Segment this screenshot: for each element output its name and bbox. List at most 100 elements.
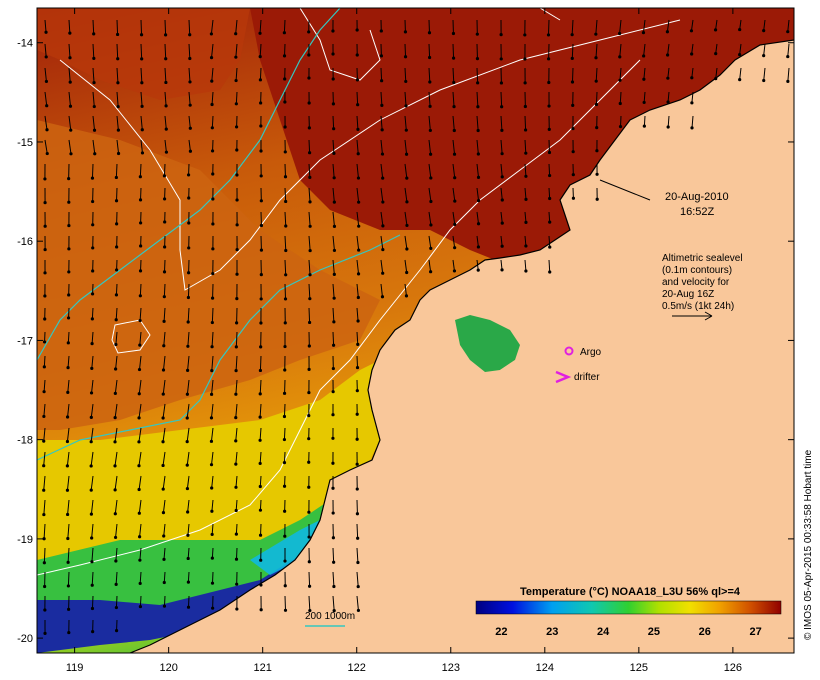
velocity-arrowhead bbox=[308, 248, 312, 253]
velocity-arrow bbox=[571, 19, 574, 35]
velocity-arrowhead bbox=[307, 584, 312, 588]
velocity-arrowhead bbox=[738, 27, 742, 32]
velocity-arrowhead bbox=[210, 79, 214, 83]
velocity-arrowhead bbox=[161, 487, 165, 491]
velocity-arrowhead bbox=[356, 295, 360, 300]
velocity-arrow bbox=[404, 187, 408, 202]
velocity-arrowhead bbox=[186, 580, 190, 584]
velocity-arrowhead bbox=[114, 175, 118, 180]
velocity-arrow bbox=[428, 163, 432, 179]
velocity-arrowhead bbox=[68, 104, 73, 108]
velocity-arrow bbox=[67, 403, 70, 418]
velocity-arrowhead bbox=[524, 220, 528, 224]
velocity-arrow bbox=[92, 91, 95, 107]
velocity-arrowhead bbox=[162, 319, 166, 323]
velocity-arrow bbox=[428, 115, 431, 131]
velocity-arrow bbox=[68, 67, 71, 83]
velocity-arrowhead bbox=[185, 392, 189, 396]
velocity-arrowhead bbox=[356, 152, 360, 156]
velocity-arrowhead bbox=[332, 272, 336, 276]
velocity-arrowhead bbox=[666, 53, 670, 57]
velocity-arrow bbox=[90, 475, 94, 491]
velocity-arrow bbox=[380, 235, 384, 250]
velocity-arrow bbox=[90, 427, 94, 442]
velocity-arrow bbox=[115, 283, 118, 295]
legend-line-4: 20-Aug 16Z bbox=[662, 289, 714, 300]
velocity-arrowhead bbox=[283, 534, 287, 538]
velocity-arrow bbox=[188, 139, 191, 152]
velocity-arrowhead bbox=[500, 221, 504, 225]
velocity-arrow bbox=[115, 571, 118, 585]
velocity-arrow bbox=[115, 547, 118, 562]
velocity-arrowhead bbox=[307, 460, 311, 464]
velocity-arrowhead bbox=[259, 345, 263, 349]
velocity-arrow bbox=[380, 259, 384, 274]
velocity-arrow bbox=[428, 235, 432, 249]
velocity-arrowhead bbox=[355, 365, 360, 370]
velocity-arrowhead bbox=[164, 33, 168, 37]
colorbar-tick-label: 23 bbox=[546, 626, 558, 638]
velocity-arrow bbox=[452, 115, 455, 131]
velocity-arrow bbox=[332, 211, 335, 227]
velocity-arrowhead bbox=[66, 341, 70, 345]
velocity-arrow bbox=[44, 91, 48, 106]
coastline bbox=[129, 39, 794, 653]
velocity-arrow bbox=[571, 67, 574, 82]
velocity-arrowhead bbox=[188, 149, 193, 153]
velocity-arrow bbox=[43, 355, 46, 367]
velocity-arrow bbox=[763, 67, 766, 81]
velocity-arrowhead bbox=[356, 272, 361, 276]
x-tick-label: 122 bbox=[348, 662, 366, 674]
velocity-arrowhead bbox=[65, 488, 70, 492]
velocity-arrowhead bbox=[89, 464, 93, 468]
velocity-arrowhead bbox=[258, 461, 262, 466]
velocity-arrow bbox=[163, 355, 166, 371]
velocity-arrow bbox=[308, 571, 311, 587]
velocity-arrowhead bbox=[356, 103, 360, 107]
velocity-arrowhead bbox=[786, 54, 790, 59]
velocity-arrowhead bbox=[331, 102, 335, 106]
velocity-arrowhead bbox=[283, 559, 287, 563]
velocity-arrowhead bbox=[116, 128, 120, 132]
velocity-arrowhead bbox=[595, 197, 599, 201]
velocity-arrowhead bbox=[209, 439, 214, 443]
velocity-arrow bbox=[428, 139, 432, 155]
velocity-arrow bbox=[691, 67, 694, 78]
velocity-arrowhead bbox=[524, 244, 528, 248]
velocity-arrowhead bbox=[68, 56, 72, 60]
velocity-arrow bbox=[332, 235, 335, 251]
velocity-arrow bbox=[43, 403, 46, 417]
velocity-arrowhead bbox=[307, 367, 311, 371]
velocity-arrow bbox=[332, 163, 335, 178]
velocity-arrow bbox=[500, 187, 503, 201]
velocity-arrow bbox=[67, 331, 70, 343]
velocity-arrowhead bbox=[185, 439, 189, 444]
velocity-arrowhead bbox=[380, 103, 384, 107]
velocity-arrowhead bbox=[234, 78, 238, 83]
velocity-arrow bbox=[476, 211, 480, 224]
velocity-arrowhead bbox=[162, 580, 166, 585]
velocity-arrowhead bbox=[67, 630, 71, 635]
velocity-arrowhead bbox=[114, 293, 119, 297]
velocity-arrowhead bbox=[307, 126, 311, 130]
velocity-arrowhead bbox=[67, 200, 71, 204]
velocity-arrowhead bbox=[500, 198, 504, 202]
velocity-arrowhead bbox=[139, 244, 143, 248]
velocity-arrow bbox=[284, 211, 287, 227]
velocity-arrowhead bbox=[762, 29, 766, 33]
velocity-arrow bbox=[476, 259, 479, 271]
velocity-arrow bbox=[452, 91, 455, 107]
velocity-arrow bbox=[380, 163, 384, 179]
velocity-arrowhead bbox=[138, 318, 142, 323]
velocity-arrowhead bbox=[595, 172, 599, 176]
velocity-arrowhead bbox=[116, 57, 120, 61]
velocity-arrowhead bbox=[164, 127, 168, 131]
velocity-arrow bbox=[356, 331, 359, 345]
velocity-arrowhead bbox=[405, 247, 409, 251]
velocity-arrowhead bbox=[92, 80, 96, 85]
x-tick-label: 119 bbox=[66, 662, 84, 674]
velocity-arrowhead bbox=[259, 101, 263, 105]
velocity-arrowhead bbox=[67, 293, 71, 297]
velocity-arrow bbox=[140, 115, 143, 130]
velocity-arrowhead bbox=[65, 415, 70, 419]
